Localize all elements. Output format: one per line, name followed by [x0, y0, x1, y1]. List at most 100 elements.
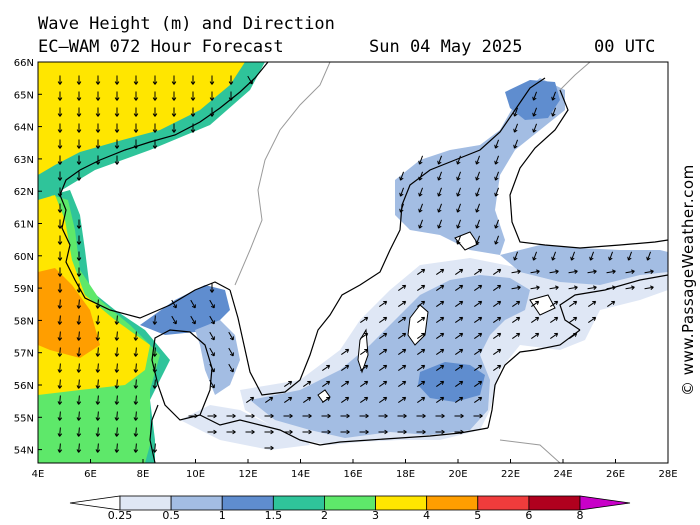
direction-arrow — [57, 283, 63, 293]
direction-arrow — [454, 429, 464, 435]
lat-tick-label: 60N — [14, 252, 34, 263]
lat-tick-label: 59N — [14, 284, 34, 295]
country-borders — [234, 62, 591, 463]
direction-arrow — [436, 300, 445, 307]
direction-arrow — [531, 316, 540, 323]
direction-arrow — [436, 268, 445, 275]
direction-arrow — [190, 91, 196, 101]
direction-arrow — [436, 396, 445, 403]
direction-arrow — [303, 396, 312, 403]
direction-arrow — [190, 299, 196, 309]
direction-arrow — [360, 380, 369, 387]
direction-arrow — [340, 429, 350, 435]
direction-arrow — [76, 411, 82, 421]
wave-zone-bay-of-bothnia — [505, 80, 560, 120]
direction-arrow — [493, 268, 502, 275]
direction-arrow — [587, 285, 597, 290]
direction-arrow — [435, 429, 445, 435]
direction-arrow — [418, 187, 424, 197]
direction-arrow — [493, 316, 502, 323]
wave-height-colorbar: 0.25 0.5 1 1.5 2 3 4 5 6 8 — [69, 495, 631, 522]
lon-tick-label: 22E — [501, 469, 520, 480]
direction-arrow — [209, 315, 215, 325]
direction-arrow — [95, 107, 101, 117]
direction-arrow — [456, 235, 462, 245]
direction-arrow — [321, 429, 331, 435]
direction-arrow — [76, 379, 82, 389]
direction-arrow — [57, 363, 63, 373]
direction-arrow — [341, 364, 350, 371]
direction-arrow — [95, 411, 101, 421]
direction-arrow — [133, 395, 139, 405]
direction-arrow — [322, 396, 331, 403]
direction-arrow — [133, 379, 139, 389]
direction-arrow — [454, 413, 464, 419]
colorbar-segment — [426, 495, 479, 511]
direction-arrow — [551, 107, 557, 117]
direction-arrow — [152, 443, 158, 453]
direction-arrow — [76, 91, 82, 101]
direction-arrow — [437, 155, 443, 165]
direction-arrow — [608, 251, 614, 261]
colorbar-label: 1 — [219, 509, 226, 522]
direction-arrow — [322, 380, 331, 387]
direction-arrow — [475, 155, 481, 165]
direction-arrow — [456, 171, 462, 181]
direction-arrow — [114, 315, 120, 325]
direction-arrow — [511, 285, 521, 290]
saaremaa — [529, 294, 556, 316]
wave-zone-baltic-high — [418, 362, 485, 402]
direction-arrow — [397, 429, 407, 435]
direction-arrow — [569, 300, 578, 307]
direction-arrow — [76, 299, 82, 309]
direction-arrow — [455, 284, 464, 291]
direction-arrow — [379, 380, 388, 387]
direction-arrow — [95, 363, 101, 373]
direction-arrow — [417, 348, 426, 355]
direction-arrow — [456, 187, 462, 197]
direction-arrow — [114, 411, 120, 421]
direction-arrow — [493, 300, 502, 307]
latitude-axis: 66N 65N 64N 63N 62N 61N 60N 59N 58N 57N 56N 55N 54N — [14, 58, 42, 457]
direction-arrow — [264, 429, 274, 435]
direction-arrow — [76, 235, 82, 245]
lat-tick-label: 63N — [14, 155, 34, 166]
direction-arrow — [644, 285, 654, 290]
colorbar-segment — [324, 495, 376, 511]
wave-zone-kattegat — [195, 320, 240, 395]
direction-arrow — [494, 219, 500, 229]
direction-arrow — [76, 267, 82, 277]
lon-tick-label: 26E — [606, 469, 625, 480]
direction-arrow — [57, 411, 63, 421]
direction-arrow — [114, 363, 120, 373]
direction-arrow — [152, 347, 158, 357]
direction-arrow — [264, 445, 274, 451]
direction-arrow — [152, 91, 158, 101]
direction-arrow — [76, 443, 82, 453]
direction-arrow — [95, 75, 101, 85]
direction-arrow — [152, 123, 158, 133]
wave-zone-3-4 — [38, 62, 245, 175]
forecast-time: 00 UTC — [594, 37, 656, 57]
direction-arrow — [399, 203, 405, 213]
lon-tick-label: 28E — [658, 469, 677, 480]
direction-arrow — [418, 171, 424, 181]
direction-arrow — [417, 396, 426, 403]
direction-arrow — [207, 413, 217, 419]
direction-arrow — [417, 300, 426, 307]
colorbar-max-tail — [579, 495, 631, 511]
direction-arrow — [379, 348, 388, 355]
direction-arrow — [532, 123, 538, 133]
direction-arrow — [379, 316, 388, 323]
direction-arrow — [378, 413, 388, 419]
direction-arrow — [531, 300, 540, 307]
direction-arrow — [569, 332, 578, 339]
direction-arrow — [171, 315, 177, 325]
direction-arrow — [512, 332, 521, 339]
forecast-model: EC—WAM 072 Hour Forecast — [38, 37, 284, 57]
direction-arrow — [114, 155, 120, 165]
direction-arrow — [549, 285, 559, 290]
direction-arrow — [284, 396, 293, 403]
direction-arrow — [190, 75, 196, 85]
lat-tick-label: 61N — [14, 220, 34, 231]
